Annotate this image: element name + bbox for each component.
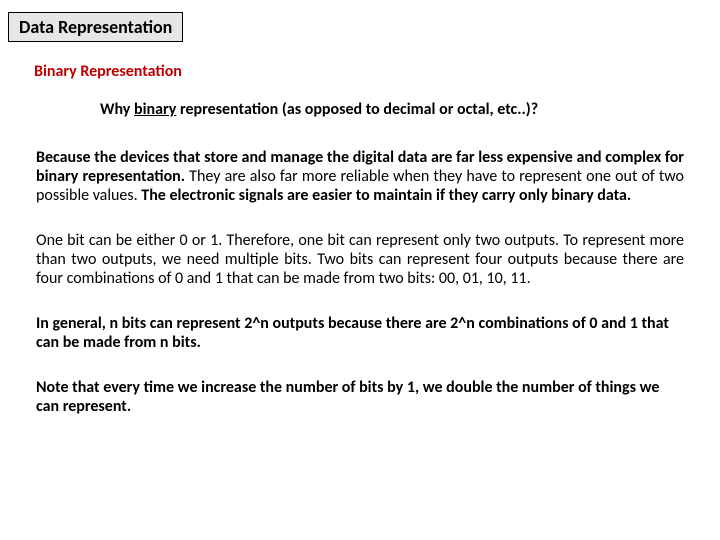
paragraph-2: One bit can be either 0 or 1. Therefore,…: [36, 231, 684, 288]
paragraph-3: In general, n bits can represent 2^n out…: [36, 314, 684, 352]
p1-bold-c: The electronic signals are easier to mai…: [141, 186, 631, 205]
leading-question: Why binary representation (as opposed to…: [100, 100, 680, 119]
paragraph-1: Because the devices that store and manag…: [36, 148, 684, 205]
question-pre: Why: [100, 100, 134, 119]
page-title: Data Representation: [19, 16, 172, 38]
paragraph-4: Note that every time we increase the num…: [36, 378, 684, 416]
p3-bold: In general, n bits can represent 2^n out…: [36, 314, 669, 352]
note-label: Note: [36, 378, 69, 397]
body-content: Because the devices that store and manag…: [36, 148, 684, 442]
title-box: Data Representation: [8, 12, 183, 42]
question-post: representation (as opposed to decimal or…: [176, 100, 538, 119]
question-underlined: binary: [134, 100, 176, 119]
p4-rest: that every time we increase the number o…: [36, 378, 659, 416]
section-subheading: Binary Representation: [34, 62, 182, 81]
